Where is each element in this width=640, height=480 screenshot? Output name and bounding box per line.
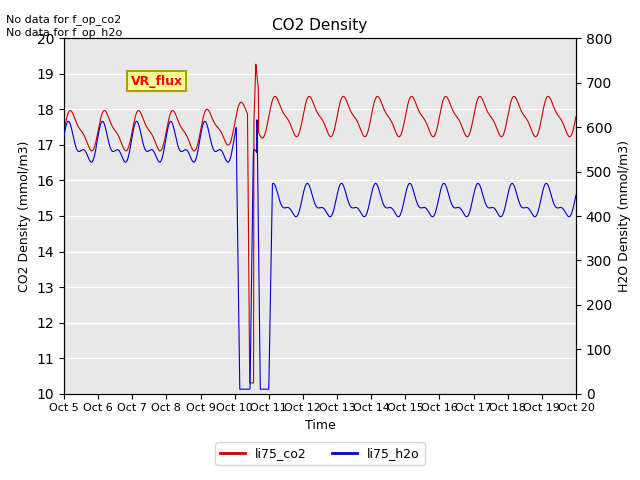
Text: VR_flux: VR_flux <box>131 74 182 87</box>
Legend: li75_co2, li75_h2o: li75_co2, li75_h2o <box>215 443 425 466</box>
Text: No data for f_op_co2
No data for f_op_h2o: No data for f_op_co2 No data for f_op_h2… <box>6 14 123 38</box>
X-axis label: Time: Time <box>305 419 335 432</box>
Y-axis label: H2O Density (mmol/m3): H2O Density (mmol/m3) <box>618 140 630 292</box>
Y-axis label: CO2 Density (mmol/m3): CO2 Density (mmol/m3) <box>18 140 31 292</box>
Title: CO2 Density: CO2 Density <box>273 18 367 33</box>
